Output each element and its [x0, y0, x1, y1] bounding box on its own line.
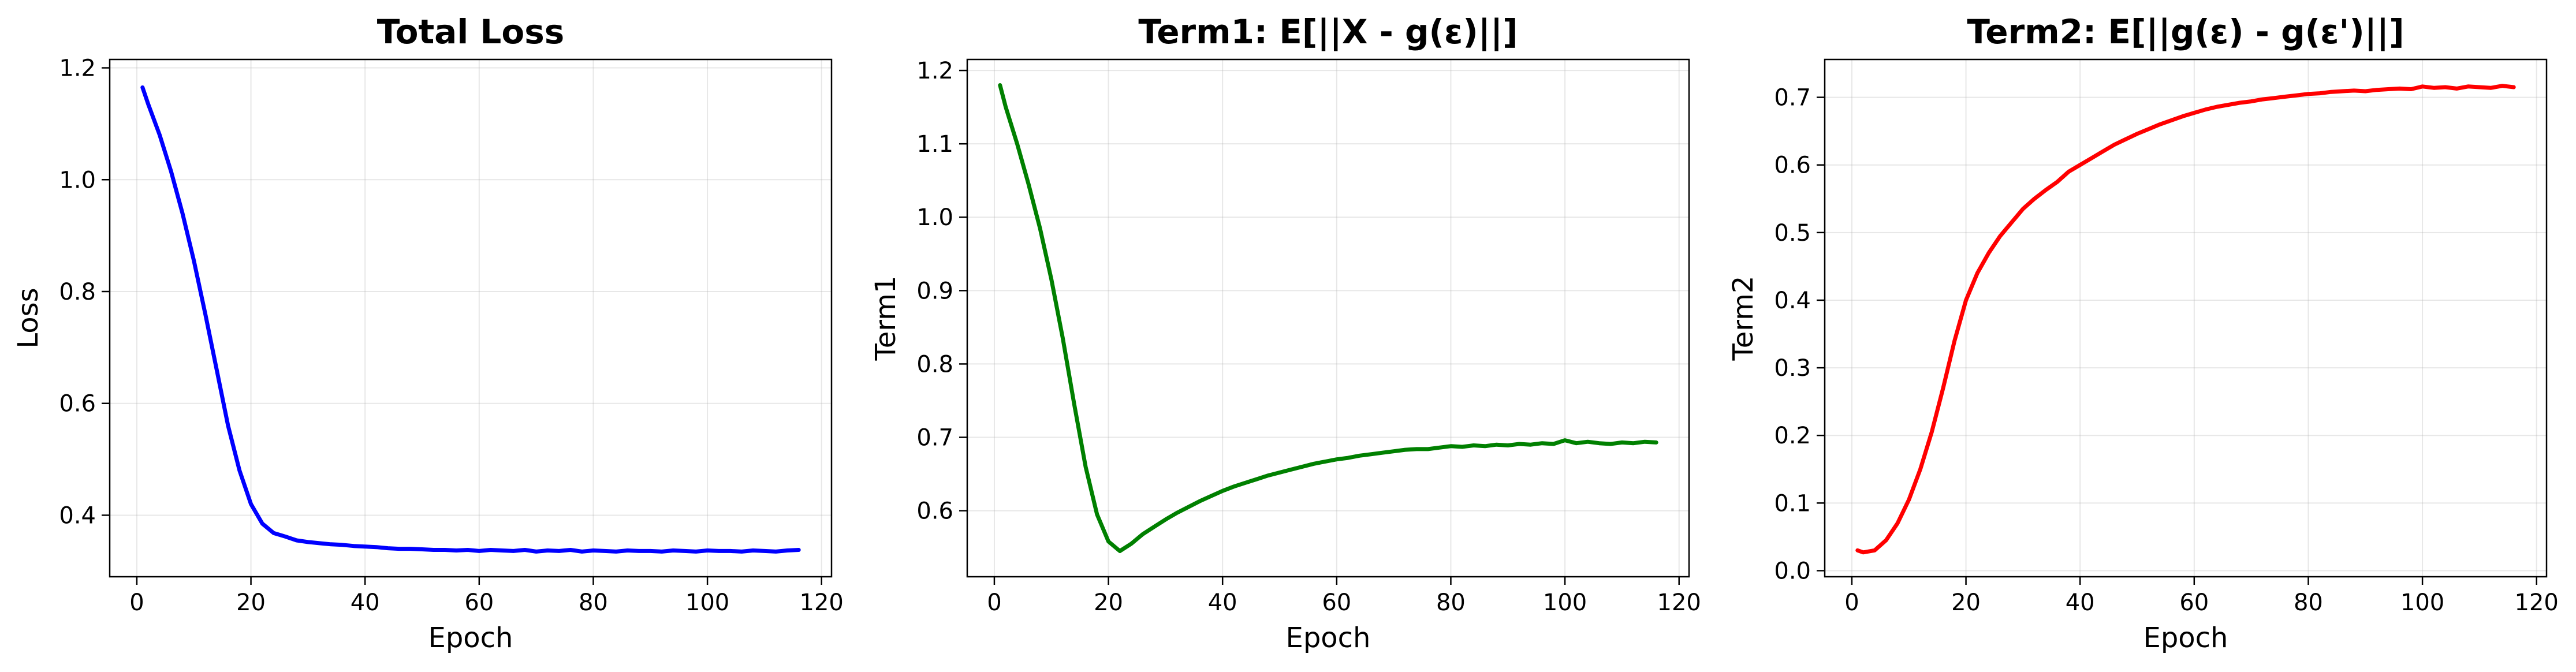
chart-panel-3: 0 20 40 60 80 100 120 0.0 0.1 0.2 0.3 0.4 0.5 0.6 0.7 T… [1727, 12, 2559, 654]
y-tick-label: 0.7 [1774, 85, 1811, 111]
x-axis-label: Epoch [2143, 622, 2228, 654]
x-tick-label: 120 [2515, 589, 2559, 616]
x-tick-label: 60 [2179, 589, 2209, 616]
x-tick-label: 100 [2400, 589, 2444, 616]
y-tick-label: 0.8 [916, 351, 953, 378]
y-tick-label: 0.2 [1774, 423, 1811, 449]
x-tick-label: 60 [1322, 589, 1351, 616]
y-tick-label: 0.6 [59, 391, 96, 417]
y-tick-label: 0.8 [59, 279, 96, 305]
chart-title: Term2: E[||g(ε) - g(ε')||] [1967, 12, 2404, 51]
x-axis-label: Epoch [428, 622, 513, 654]
plot-frame [966, 58, 1690, 578]
x-axis-label: Epoch [1286, 622, 1371, 654]
y-axis-label: Term1 [870, 276, 902, 361]
x-tick-label: 40 [2066, 589, 2095, 616]
x-tick-label: 20 [1951, 589, 1981, 616]
y-tick-label: 0.0 [1774, 558, 1811, 584]
y-tick-label: 0.7 [916, 425, 953, 451]
series-line [140, 85, 801, 554]
x-tick-label: 20 [236, 589, 266, 616]
y-tick-label: 1.0 [916, 204, 953, 231]
y-tick-label: 1.0 [59, 167, 96, 193]
y-tick-label: 0.3 [1774, 355, 1811, 382]
x-tick-label: 0 [129, 589, 144, 616]
y-tick-label: 0.4 [59, 502, 96, 529]
chart-panel-1: 0 20 40 60 80 100 120 0.4 0.6 0.8 1.0 1.2 Total Loss… [12, 12, 844, 654]
plot-frame [1824, 58, 2548, 578]
x-tick-label: 40 [1208, 589, 1237, 616]
x-tick-label: 80 [579, 589, 608, 616]
x-tick-label: 0 [1844, 589, 1859, 616]
y-tick-label: 1.2 [916, 58, 953, 84]
y-tick-label: 1.1 [916, 131, 953, 158]
y-tick-label: 0.5 [1774, 220, 1811, 247]
x-tick-label: 80 [1436, 589, 1466, 616]
y-tick-label: 0.6 [916, 498, 953, 525]
y-axis-label: Term2 [1727, 276, 1759, 361]
plot-frame [109, 58, 833, 578]
y-tick-label: 1.2 [59, 55, 96, 82]
x-tick-label: 100 [685, 589, 729, 616]
y-tick-label: 0.1 [1774, 490, 1811, 517]
x-tick-label: 120 [1657, 589, 1701, 616]
y-tick-label: 0.9 [916, 278, 953, 304]
series-line [1855, 84, 2516, 555]
chart-panel-2: 0 20 40 60 80 100 120 0.6 0.7 0.8 0.9 1.0 1.1 1.2 Term… [870, 12, 1701, 654]
x-tick-label: 120 [800, 589, 844, 616]
chart-title: Total Loss [377, 12, 565, 51]
x-tick-label: 60 [464, 589, 494, 616]
y-tick-label: 0.6 [1774, 152, 1811, 179]
x-tick-label: 20 [1094, 589, 1123, 616]
x-tick-label: 100 [1543, 589, 1587, 616]
y-tick-label: 0.4 [1774, 288, 1811, 314]
x-tick-label: 80 [2294, 589, 2323, 616]
series-line [998, 83, 1658, 553]
x-tick-label: 0 [987, 589, 1001, 616]
x-tick-label: 40 [351, 589, 380, 616]
y-axis-label: Loss [12, 288, 44, 348]
chart-title: Term1: E[||X - g(ε)||] [1138, 12, 1518, 51]
